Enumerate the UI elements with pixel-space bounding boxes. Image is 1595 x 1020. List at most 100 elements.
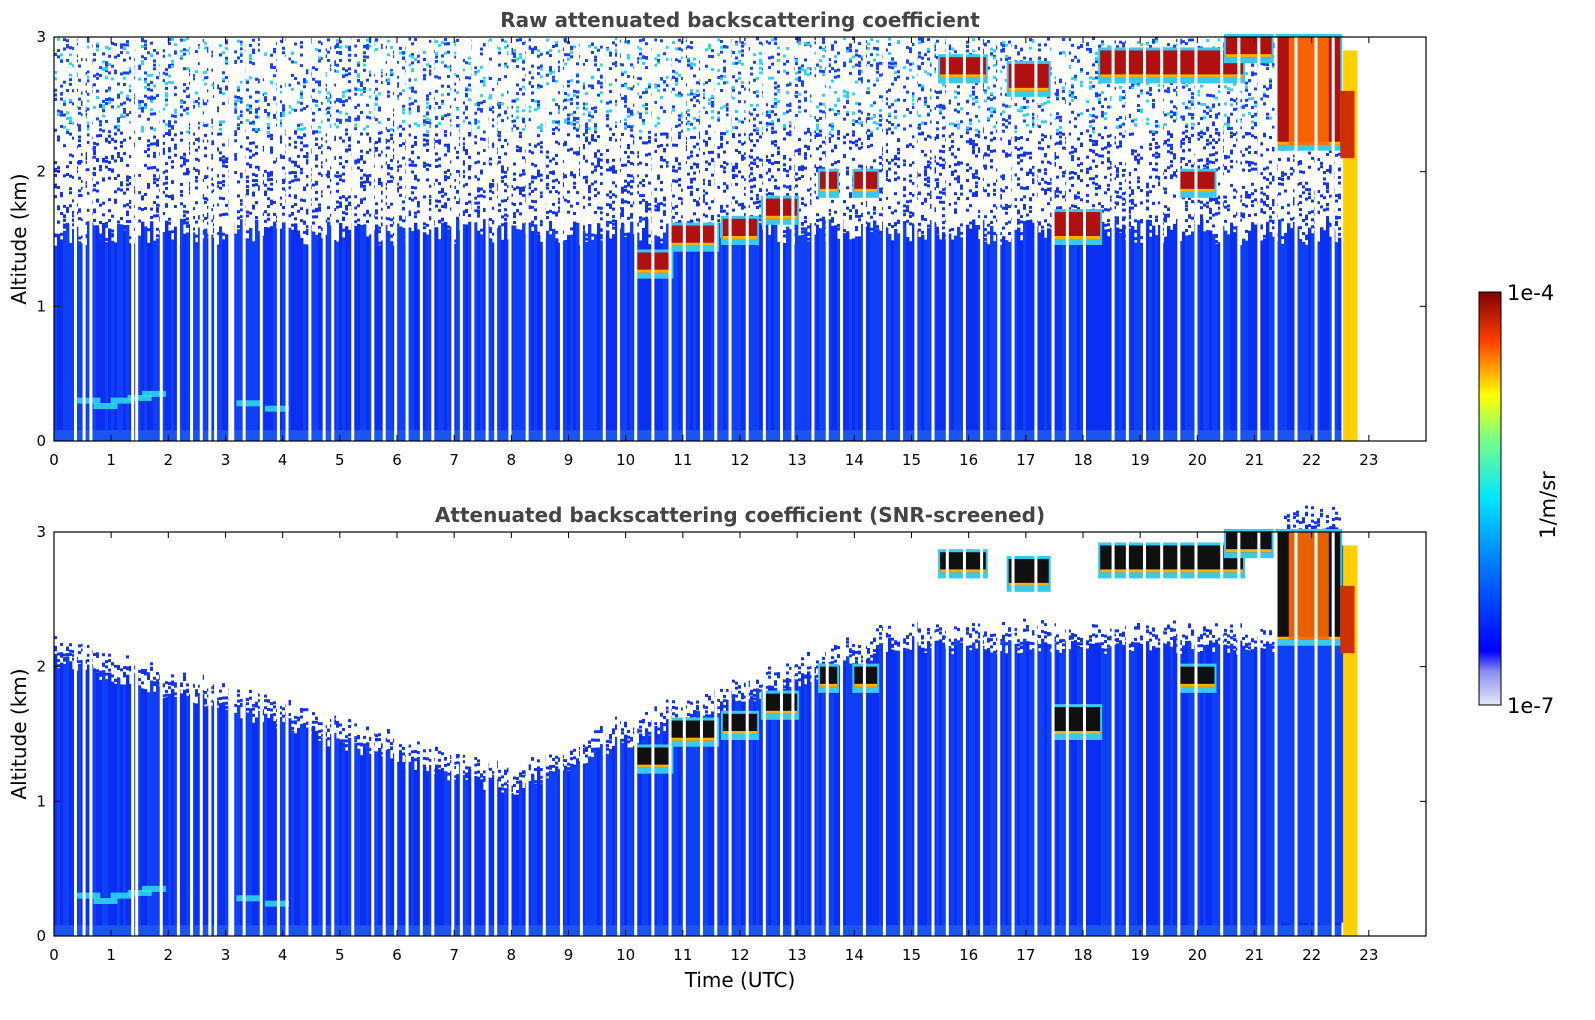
noise-speckle bbox=[255, 115, 258, 119]
noise-speckle bbox=[54, 93, 57, 97]
noise-speckle bbox=[690, 66, 693, 70]
noise-speckle bbox=[639, 56, 642, 60]
noise-speckle bbox=[381, 222, 384, 226]
noise-speckle bbox=[441, 99, 444, 103]
noise-speckle bbox=[465, 149, 468, 153]
backscatter-column bbox=[423, 232, 427, 441]
noise-speckle bbox=[423, 226, 426, 230]
noise-speckle bbox=[804, 220, 807, 224]
backscatter-column bbox=[687, 221, 691, 441]
noise-speckle bbox=[768, 178, 771, 182]
noise-speckle bbox=[117, 124, 120, 128]
noise-speckle bbox=[219, 90, 222, 94]
surface-signal bbox=[498, 430, 502, 441]
surface-signal bbox=[297, 430, 301, 441]
backscatter-column bbox=[426, 235, 430, 441]
noise-speckle bbox=[72, 64, 75, 68]
noise-speckle bbox=[600, 234, 603, 238]
noise-speckle bbox=[822, 151, 825, 155]
noise-speckle bbox=[501, 102, 504, 106]
noise-speckle bbox=[798, 167, 801, 171]
noise-speckle bbox=[555, 126, 558, 130]
noise-speckle bbox=[702, 197, 705, 201]
noise-speckle bbox=[105, 139, 108, 143]
noise-speckle bbox=[252, 191, 255, 195]
noise-speckle bbox=[528, 38, 531, 42]
noise-speckle bbox=[198, 62, 201, 66]
noise-speckle bbox=[816, 196, 819, 200]
backscatter-column bbox=[615, 219, 619, 441]
noise-speckle bbox=[642, 179, 645, 183]
noise-speckle bbox=[741, 41, 744, 45]
noise-speckle bbox=[165, 162, 168, 166]
noise-speckle bbox=[504, 75, 507, 79]
noise-speckle bbox=[639, 47, 642, 51]
noise-speckle bbox=[498, 155, 501, 159]
noise-speckle bbox=[531, 47, 534, 51]
noise-speckle bbox=[663, 80, 666, 84]
noise-speckle bbox=[156, 203, 159, 207]
surface-signal bbox=[120, 430, 124, 441]
noise-speckle bbox=[735, 200, 738, 204]
surface-signal bbox=[336, 430, 340, 441]
noise-speckle bbox=[114, 146, 117, 150]
noise-speckle bbox=[489, 96, 492, 100]
noise-speckle bbox=[498, 63, 501, 67]
noise-speckle bbox=[681, 215, 684, 219]
noise-speckle bbox=[153, 67, 156, 71]
noise-speckle bbox=[558, 142, 561, 146]
backscatter-column bbox=[417, 229, 421, 441]
noise-speckle bbox=[474, 135, 477, 139]
noise-speckle bbox=[732, 62, 735, 66]
noise-speckle bbox=[621, 188, 624, 192]
noise-speckle bbox=[723, 66, 726, 70]
noise-speckle bbox=[186, 67, 189, 71]
noise-speckle bbox=[93, 141, 96, 145]
noise-speckle bbox=[732, 88, 735, 92]
noise-speckle bbox=[258, 107, 261, 111]
noise-speckle bbox=[54, 173, 57, 177]
noise-speckle bbox=[456, 150, 459, 154]
noise-speckle bbox=[453, 185, 456, 189]
noise-speckle bbox=[705, 140, 708, 144]
surface-signal bbox=[834, 430, 838, 441]
noise-speckle bbox=[387, 139, 390, 143]
noise-speckle bbox=[771, 104, 774, 108]
noise-speckle bbox=[822, 69, 825, 73]
noise-speckle bbox=[855, 119, 858, 123]
noise-speckle bbox=[468, 76, 471, 80]
noise-speckle bbox=[621, 190, 624, 194]
noise-speckle bbox=[99, 134, 102, 138]
noise-speckle bbox=[252, 206, 255, 210]
noise-speckle bbox=[357, 63, 360, 67]
noise-speckle bbox=[174, 93, 177, 97]
noise-speckle bbox=[258, 37, 261, 41]
noise-speckle bbox=[609, 127, 612, 131]
noise-speckle bbox=[222, 120, 225, 124]
noise-speckle bbox=[756, 206, 759, 210]
noise-speckle bbox=[717, 155, 720, 159]
noise-speckle bbox=[858, 109, 861, 113]
noise-speckle bbox=[54, 77, 57, 81]
noise-speckle bbox=[522, 60, 525, 64]
noise-speckle bbox=[705, 143, 708, 147]
noise-speckle bbox=[630, 112, 633, 116]
noise-speckle bbox=[348, 201, 351, 205]
noise-speckle bbox=[354, 220, 357, 224]
noise-speckle bbox=[636, 151, 639, 155]
noise-speckle bbox=[366, 125, 369, 129]
noise-speckle bbox=[408, 163, 411, 167]
noise-speckle bbox=[375, 95, 378, 99]
noise-speckle bbox=[504, 189, 507, 193]
noise-speckle bbox=[585, 159, 588, 163]
noise-speckle bbox=[336, 189, 339, 193]
noise-speckle bbox=[798, 38, 801, 42]
noise-speckle bbox=[768, 115, 771, 119]
noise-speckle bbox=[114, 139, 117, 143]
noise-speckle bbox=[105, 224, 108, 228]
noise-speckle bbox=[429, 118, 432, 122]
noise-speckle bbox=[789, 102, 792, 106]
noise-speckle bbox=[675, 169, 678, 173]
noise-speckle bbox=[504, 138, 507, 142]
noise-speckle bbox=[369, 40, 372, 44]
